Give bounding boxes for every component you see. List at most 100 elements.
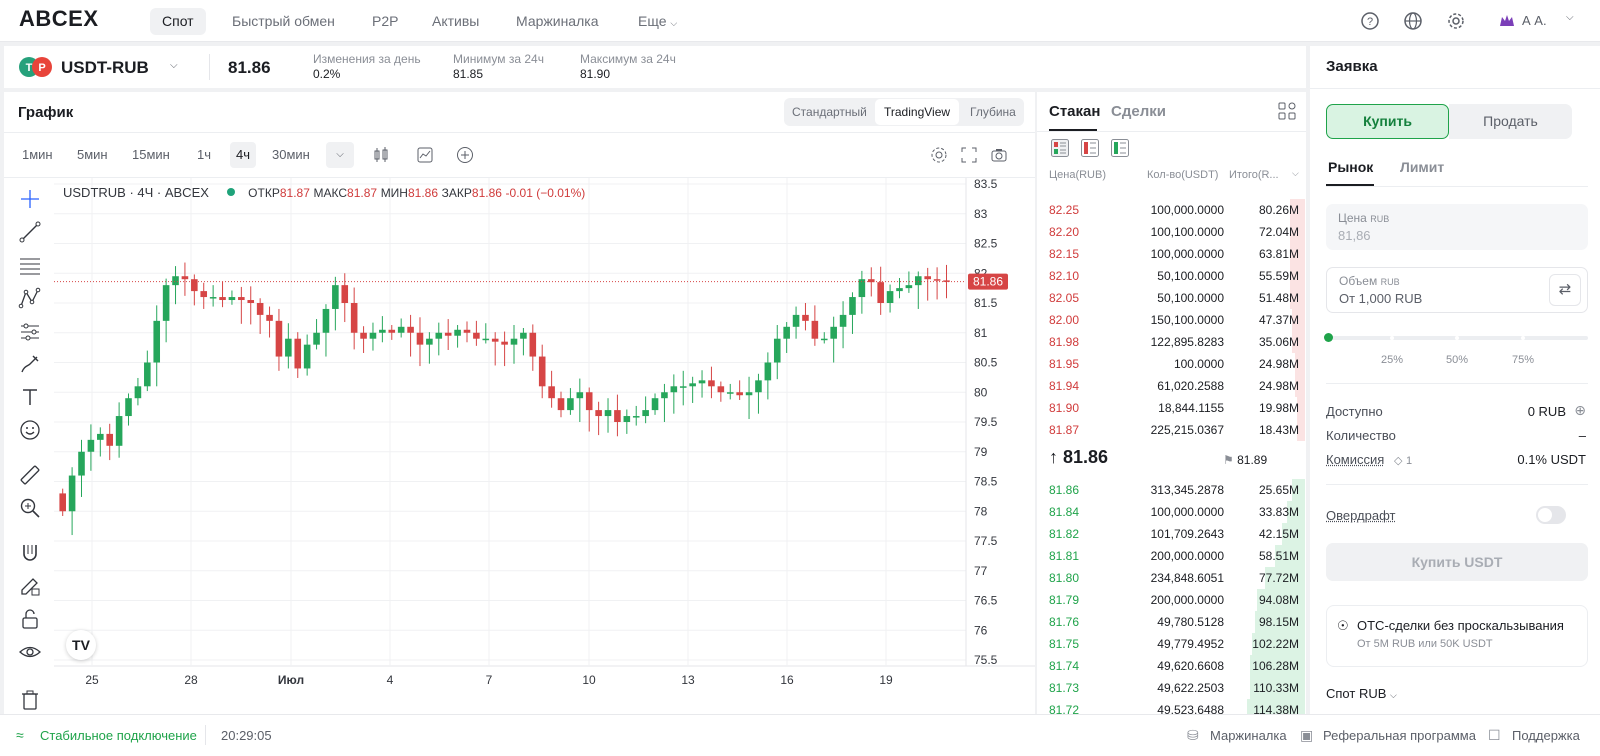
footer-link-referral[interactable]: Реферальная программа [1323,728,1476,743]
tf-30min[interactable]: 30мин [272,147,310,162]
fib-icon[interactable] [18,253,42,277]
ask-row[interactable]: 81.98 122,895.8283 35.06M [1049,331,1305,353]
ask-row[interactable]: 82.05 50,100.0000 51.48M [1049,287,1305,309]
layout-icon[interactable] [1277,101,1297,121]
add-circle-icon[interactable]: ⊕ [1574,402,1586,418]
forecast-icon[interactable] [18,319,42,343]
bid-row[interactable]: 81.79 200,000.0000 94.08M [1049,589,1305,611]
ask-row[interactable]: 82.25 100,000.0000 80.26M [1049,199,1305,221]
ruler-icon[interactable] [18,463,42,487]
chevron-down-icon[interactable]: ⌵ [1292,168,1299,178]
settings-icon[interactable] [930,146,948,164]
pattern-icon[interactable] [18,286,42,310]
brush-icon[interactable] [18,352,42,376]
book-asks-icon[interactable] [1081,139,1099,157]
tf-4h[interactable]: 4ч [230,142,257,168]
zoom-icon[interactable] [18,496,42,520]
swap-icon[interactable]: ⇄ [1549,274,1581,306]
pair-name[interactable]: USDT-RUB [61,58,149,77]
bid-row[interactable]: 81.81 200,000.0000 58.51M [1049,545,1305,567]
tab-limit[interactable]: Лимит [1400,159,1445,175]
tf-5min[interactable]: 5мин [77,147,108,162]
nav-margin[interactable]: Маржиналка [516,13,599,29]
fee-label[interactable]: Комиссия [1326,452,1385,467]
overdraft-label[interactable]: Овердрафт [1326,508,1396,523]
tab-trades[interactable]: Сделки [1111,103,1166,120]
indicators-icon[interactable] [416,146,434,164]
user-name[interactable]: А А. [1522,13,1547,28]
bid-row[interactable]: 81.76 49,780.5128 98.15M [1049,611,1305,633]
tradingview-logo[interactable]: TV [66,630,96,660]
bid-row[interactable]: 81.73 49,622.2503 110.33M [1049,677,1305,699]
nav-spot[interactable]: Спот [150,8,206,35]
footer-link-support[interactable]: Поддержка [1512,728,1580,743]
candles-icon[interactable] [372,146,390,164]
submit-buy-button[interactable]: Купить USDT [1326,543,1588,581]
slider-mark-50[interactable]: 50% [1446,354,1469,366]
ask-row[interactable]: 82.20 100,100.0000 72.04M [1049,221,1305,243]
bid-row[interactable]: 81.84 100,000.0000 33.83M [1049,501,1305,523]
book-both-icon[interactable] [1051,139,1069,157]
unlock-icon[interactable] [18,607,42,631]
ask-row[interactable]: 81.95 100.0000 24.98M [1049,353,1305,375]
col-total[interactable]: Итого(R... [1229,169,1279,181]
bid-row[interactable]: 81.75 49,779.4952 102.22M [1049,633,1305,655]
slider-mark-75[interactable]: 75% [1512,354,1535,366]
nav-p2p[interactable]: P2P [372,13,399,29]
book-bids-icon[interactable] [1111,139,1129,157]
eye-icon[interactable] [18,640,42,664]
magnet-icon[interactable] [18,541,42,565]
ask-row[interactable]: 81.94 61,020.2588 24.98M [1049,375,1305,397]
footer-link-margin[interactable]: Маржиналка [1210,728,1287,743]
tab-depth[interactable]: Глубина [970,105,1016,119]
market-select[interactable]: Спот RUB ⌵ [1326,686,1397,701]
trendline-icon[interactable] [18,220,42,244]
ask-row[interactable]: 81.90 18,844.1155 19.98M [1049,397,1305,419]
ask-row[interactable]: 82.10 50,100.0000 55.59M [1049,265,1305,287]
chevron-down-icon[interactable]: ⌵ [170,60,178,71]
bid-row[interactable]: 81.82 101,709.2643 42.15M [1049,523,1305,545]
bid-row[interactable]: 81.74 49,620.6608 106.28M [1049,655,1305,677]
ask-row[interactable]: 82.00 150,100.0000 47.37M [1049,309,1305,331]
tab-tradingview[interactable]: TradingView [875,99,960,125]
tf-1min[interactable]: 1мин [22,147,53,162]
overdraft-toggle[interactable] [1536,506,1566,524]
fullscreen-icon[interactable] [960,146,978,164]
volume-input[interactable]: От 1,000 RUB [1339,291,1423,306]
trash-icon[interactable] [18,688,42,712]
slider-mark-25[interactable]: 25% [1381,354,1404,366]
tab-market[interactable]: Рынок [1328,159,1374,175]
gear-icon[interactable] [1446,11,1466,31]
nav-assets[interactable]: Активы [432,13,480,29]
sell-tab[interactable]: Продать [1449,104,1572,139]
avatar-icon[interactable] [1497,11,1517,31]
emoji-icon[interactable] [18,418,42,442]
buy-tab[interactable]: Купить [1326,104,1449,139]
tf-15min[interactable]: 15мин [132,147,170,162]
ask-row[interactable]: 82.15 100,000.0000 63.81M [1049,243,1305,265]
ask-row[interactable]: 81.87 225,215.0367 18.43M [1049,419,1305,441]
crosshair-icon[interactable] [18,187,42,211]
bid-row[interactable]: 81.86 313,345.2878 25.65M [1049,479,1305,501]
bid-row[interactable]: 81.72 49,523.6488 114.38M [1049,699,1305,714]
add-icon[interactable] [456,146,474,164]
otc-card[interactable]: ☉ OTC-сделки без проскальзывания От 5M R… [1326,605,1588,667]
slider-handle[interactable] [1324,333,1333,342]
nav-quick-exchange[interactable]: Быстрый обмен [232,13,335,29]
logo[interactable]: ABCEX [19,6,99,31]
text-icon[interactable] [18,385,42,409]
tab-standard[interactable]: Стандартный [792,105,867,119]
help-icon[interactable]: ? [1360,11,1380,31]
camera-icon[interactable] [990,146,1008,164]
globe-icon[interactable] [1403,11,1423,31]
stay-drawing-icon[interactable] [18,574,42,598]
candlestick-chart[interactable]: 83.58382.58281.58180.58079.57978.57877.5… [54,178,1035,714]
volume-field[interactable]: Объем RUB От 1,000 RUB ⇄ [1326,267,1588,313]
chevron-down-icon[interactable]: ⌵ [1566,12,1574,23]
nav-more[interactable]: Еще ⌵ [626,8,689,35]
chevron-down-icon[interactable]: ⌵ [326,142,354,168]
bid-row[interactable]: 81.80 234,848.6051 77.72M [1049,567,1305,589]
tab-orderbook[interactable]: Стакан [1049,103,1101,120]
candle-body [426,338,433,345]
tf-1h[interactable]: 1ч [197,147,212,162]
